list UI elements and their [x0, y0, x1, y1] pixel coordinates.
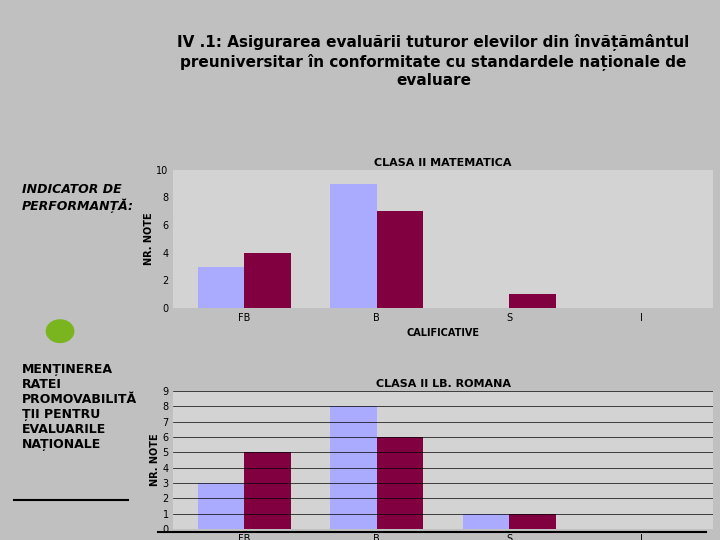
X-axis label: CALIFICATIVE: CALIFICATIVE [407, 328, 480, 339]
Y-axis label: NR. NOTE: NR. NOTE [150, 434, 160, 487]
Bar [509, 294, 556, 308]
Text: MENȚINEREA
RATEI
PROMOVABILITĂ
ȚII PENTRU
EVALUARILE
NAȚIONALE: MENȚINEREA RATEI PROMOVABILITĂ ȚII PENTR… [22, 363, 138, 451]
Bar [330, 406, 377, 529]
Text: IV .1: Asigurarea evaluării tuturor elevilor din învățământul
preuniversitar în : IV .1: Asigurarea evaluării tuturor elev… [177, 35, 690, 89]
Bar [330, 184, 377, 308]
Bar [509, 514, 556, 529]
Bar [377, 211, 423, 308]
Bar [198, 267, 244, 308]
Title: CLASA II MATEMATICA: CLASA II MATEMATICA [374, 158, 512, 167]
Bar [244, 253, 291, 308]
Text: INDICATOR DE
PERFORMANȚĂ:: INDICATOR DE PERFORMANȚĂ: [22, 183, 134, 213]
Y-axis label: NR. NOTE: NR. NOTE [143, 213, 153, 265]
Bar [463, 514, 509, 529]
Title: CLASA II LB. ROMANA: CLASA II LB. ROMANA [376, 379, 510, 389]
Bar [377, 437, 423, 529]
Bar [244, 453, 291, 529]
Ellipse shape [46, 320, 73, 342]
Bar [198, 483, 244, 529]
